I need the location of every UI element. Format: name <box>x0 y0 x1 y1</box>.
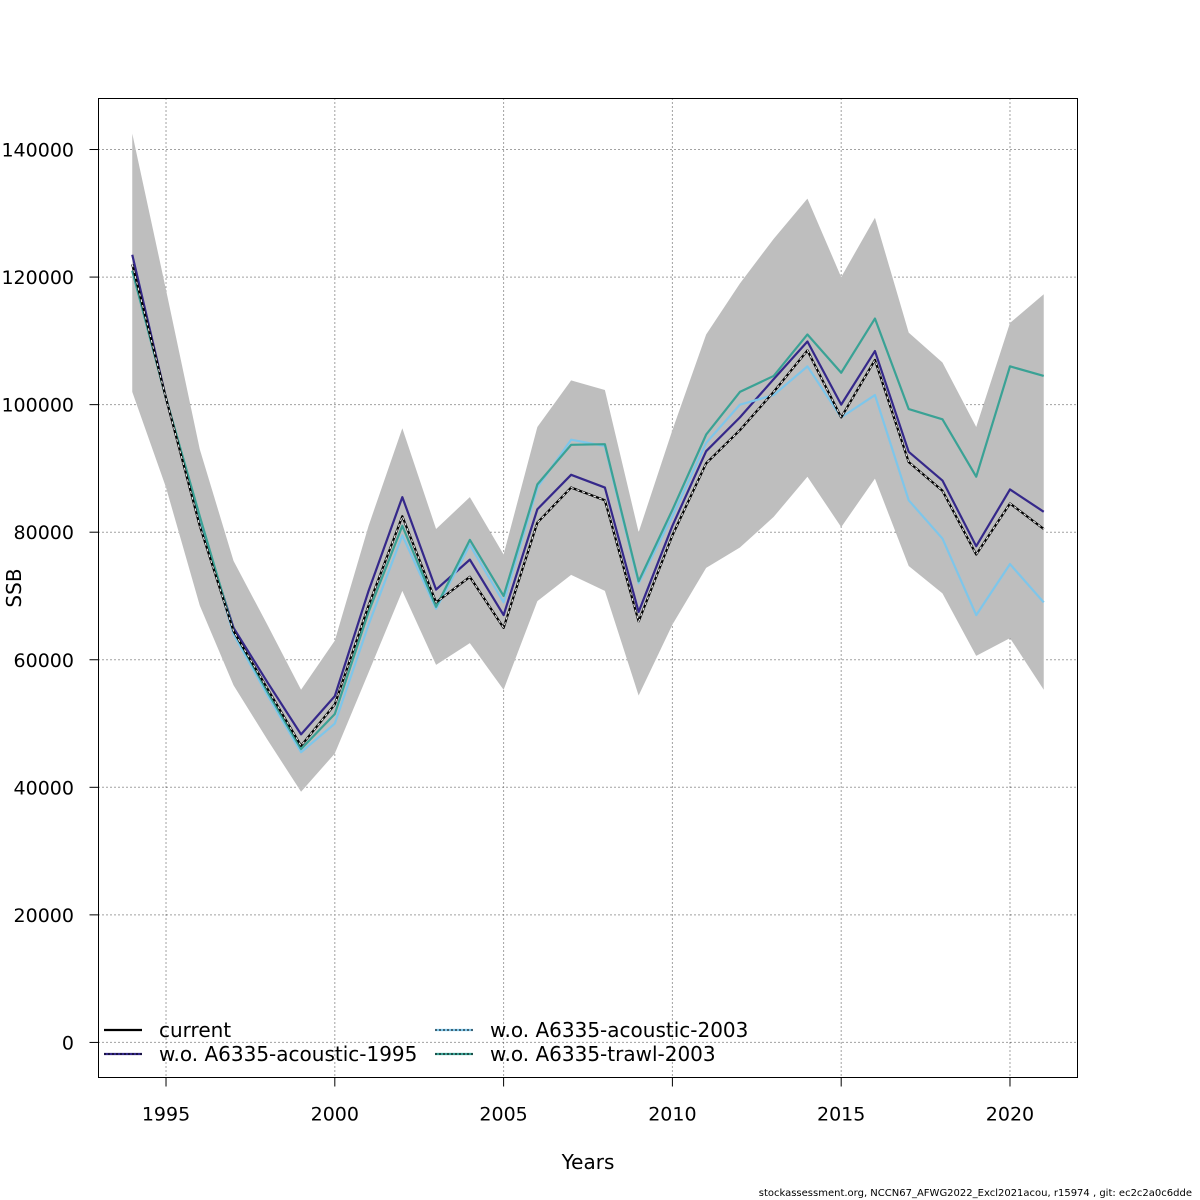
x-tick-label: 2020 <box>986 1104 1034 1126</box>
legend-label-w-o-a6335-acoustic-2003: w.o. A6335-acoustic-2003 <box>490 1018 748 1042</box>
footer-note: stockassessment.org, NCCN67_AFWG2022_Exc… <box>758 1188 1192 1199</box>
y-tick-label: 100000 <box>1 395 74 417</box>
series-line-w-o-a6335-acoustic-1995 <box>131 254 1045 736</box>
series-line-current-dash <box>131 264 1045 747</box>
x-tick-label: 2000 <box>311 1104 359 1126</box>
y-tick-label: 140000 <box>1 140 74 162</box>
y-axis: 0 20000 40000 60000 80000 100000 120000 140000 <box>1 140 99 1054</box>
series-line-w-o-a6335-acoustic-2003 <box>131 270 1045 754</box>
series-line-w-o-a6335-trawl-2003 <box>131 270 1045 751</box>
legend-label-w-o-a6335-trawl-2003: w.o. A6335-trawl-2003 <box>490 1042 716 1066</box>
y-tick-label: 0 <box>62 1032 74 1054</box>
y-tick-label: 20000 <box>14 905 74 927</box>
plot-frame <box>98 98 1078 1078</box>
x-axis: 1995 2000 2005 2010 2015 2020 <box>142 1077 1034 1126</box>
legend-label-w-o-a6335-acoustic-1995: w.o. A6335-acoustic-1995 <box>159 1042 417 1066</box>
x-axis-title: Years <box>561 1150 615 1174</box>
legend-label-current: current <box>159 1018 231 1042</box>
x-tick-label: 2010 <box>648 1104 696 1126</box>
series-lines <box>131 254 1045 754</box>
x-tick-label: 1995 <box>142 1104 190 1126</box>
y-tick-label: 80000 <box>14 522 74 544</box>
y-tick-label: 120000 <box>1 267 74 289</box>
x-tick-label: 2015 <box>817 1104 865 1126</box>
y-axis-title: SSB <box>2 568 26 607</box>
y-tick-label: 40000 <box>14 777 74 799</box>
y-tick-label: 60000 <box>14 650 74 672</box>
x-tick-label: 2005 <box>479 1104 527 1126</box>
